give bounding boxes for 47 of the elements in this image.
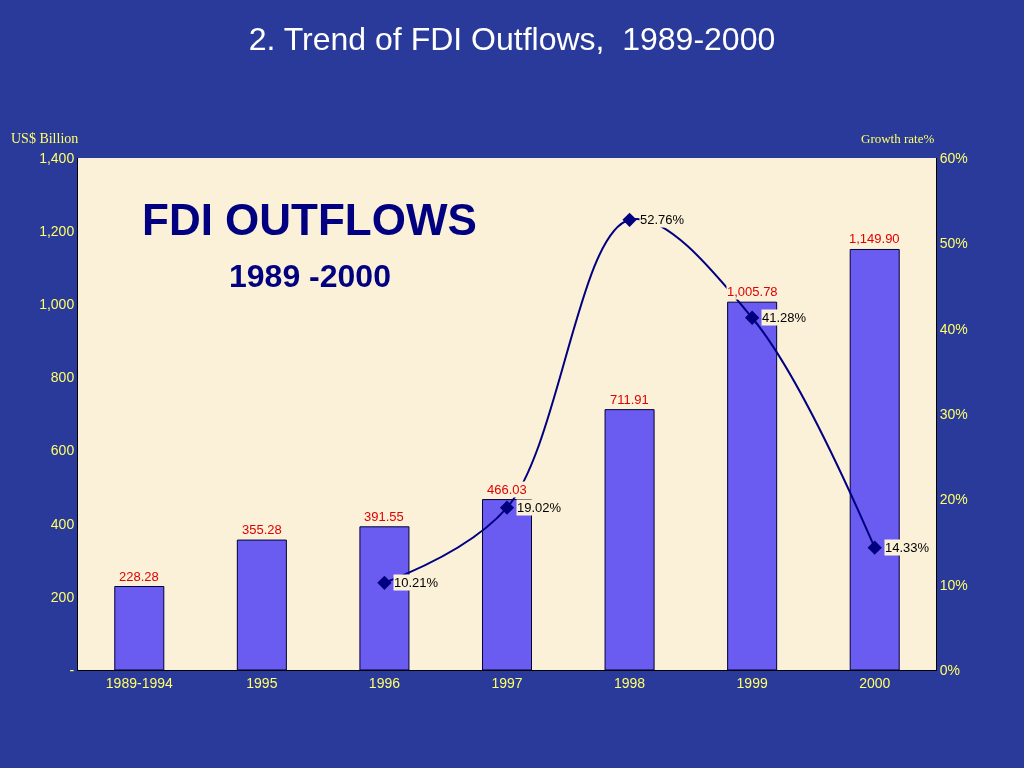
y2-tick-label: 60% bbox=[939, 149, 968, 166]
data-label: 228.28 bbox=[119, 569, 159, 584]
data-label: 1,005.78 bbox=[727, 284, 778, 299]
data-label: 711.91 bbox=[610, 392, 649, 407]
x-tick-label: 1998 bbox=[613, 674, 646, 691]
y2-tick-label: 50% bbox=[939, 235, 968, 252]
data-label: 41.28% bbox=[762, 310, 807, 325]
annotation: 1989 -2000 bbox=[229, 258, 391, 294]
y2-tick-label: 20% bbox=[939, 491, 968, 508]
data-label: 466.03 bbox=[487, 482, 527, 497]
x-tick-label: 1997 bbox=[491, 674, 523, 691]
y-tick-label: 1,000 bbox=[39, 296, 75, 313]
point bbox=[377, 575, 392, 591]
x-tick-label: 1996 bbox=[368, 674, 401, 691]
x-tick-label: 1989-1994 bbox=[105, 674, 173, 691]
data-label: 391.55 bbox=[364, 509, 404, 524]
point bbox=[744, 310, 760, 325]
y-tick-label: 1,200 bbox=[39, 223, 75, 240]
y2-tick-label: 40% bbox=[939, 320, 968, 337]
x-tick-label: 1995 bbox=[246, 674, 278, 691]
data-label: 19.02% bbox=[517, 500, 562, 515]
data-label: 1,149.90 bbox=[849, 231, 900, 246]
y-tick-label: 200 bbox=[50, 588, 75, 605]
y-tick-label: 1,400 bbox=[39, 149, 75, 166]
data-label: 10.21% bbox=[394, 575, 439, 590]
point bbox=[867, 540, 882, 555]
x-tick-label: 2000 bbox=[859, 674, 891, 691]
data-label: 14.33% bbox=[885, 540, 930, 555]
y-tick-label: - bbox=[69, 661, 75, 678]
y2-tick-label: 0% bbox=[939, 661, 961, 678]
point bbox=[499, 500, 515, 515]
y-axis-title: US$ Billion bbox=[11, 131, 79, 146]
bar bbox=[114, 586, 165, 670]
bar bbox=[604, 409, 655, 670]
y2-tick-label: 10% bbox=[939, 576, 968, 593]
annotation: FDI OUTFLOWS bbox=[142, 195, 477, 244]
chart-title: 2. Trend of FDI Outflows, 1989-2000 bbox=[248, 20, 776, 57]
data-label: 52.76% bbox=[640, 212, 685, 227]
y-tick-label: 800 bbox=[50, 369, 75, 386]
y2-axis-title: Growth rate% bbox=[861, 131, 935, 146]
y-tick-label: 600 bbox=[50, 442, 75, 459]
y2-tick-label: 30% bbox=[939, 405, 968, 422]
bar bbox=[236, 539, 287, 670]
data-label: 355.28 bbox=[242, 522, 282, 537]
x-tick-label: 1999 bbox=[736, 674, 768, 691]
point bbox=[622, 212, 637, 227]
y-tick-label: 400 bbox=[50, 515, 75, 532]
